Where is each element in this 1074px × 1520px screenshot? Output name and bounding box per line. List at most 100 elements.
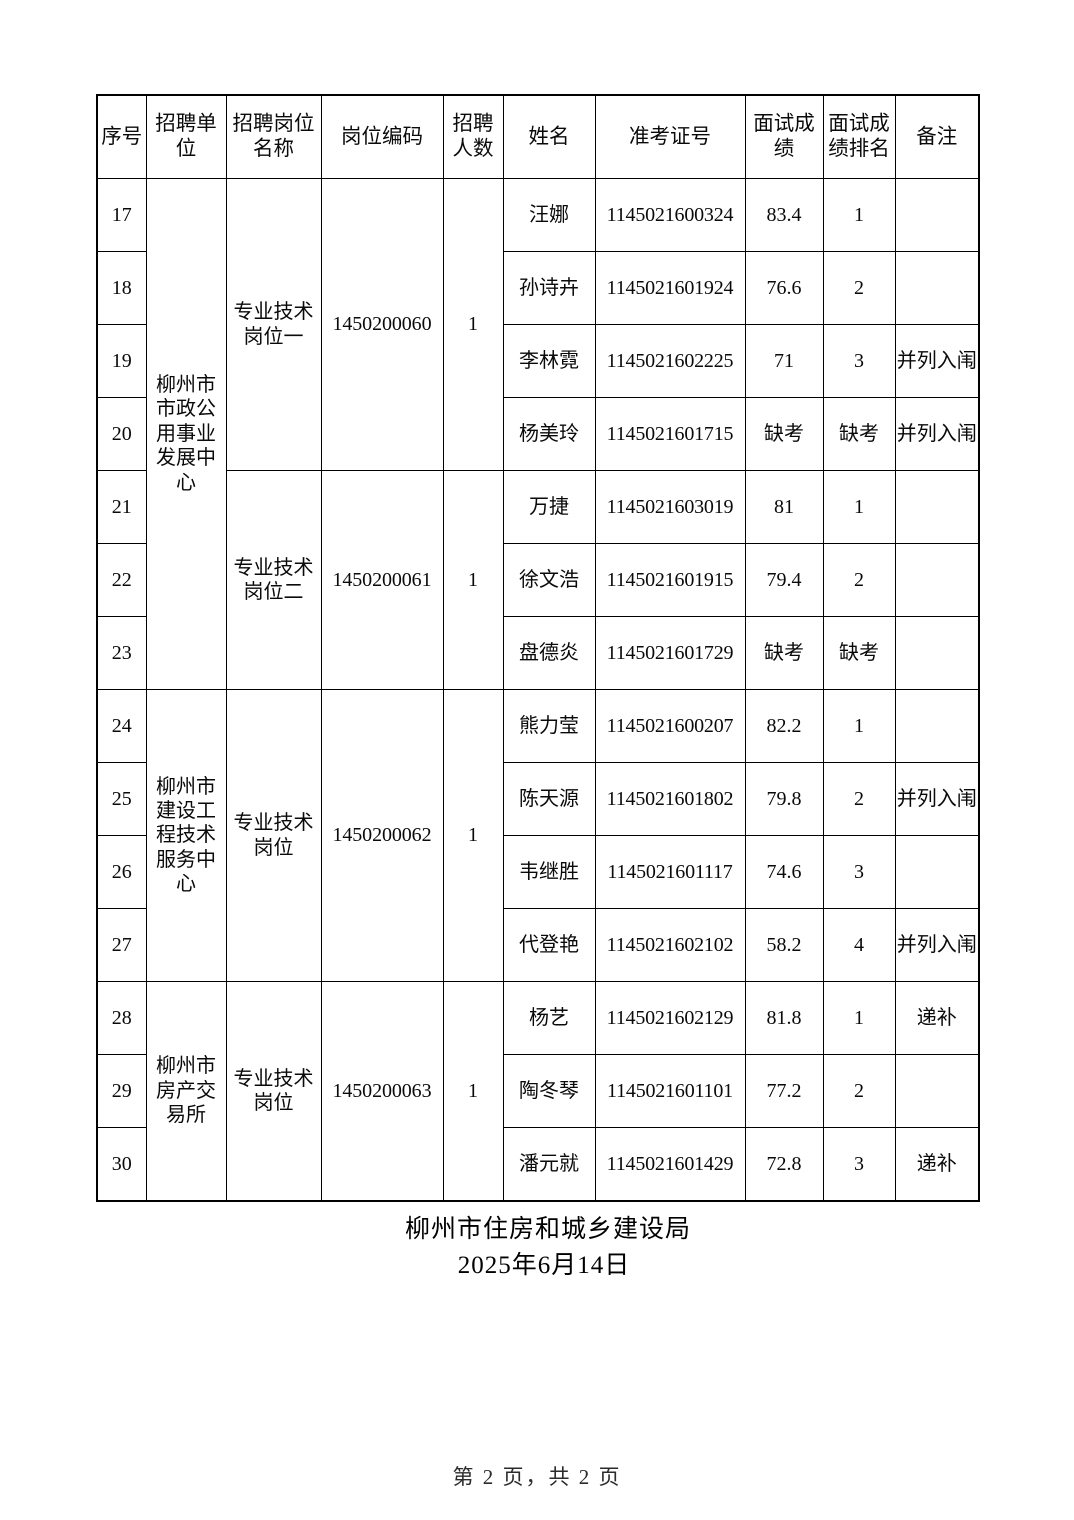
table-row: 22 徐文浩 1145021601915 79.4 2 [96,543,980,617]
cell-jobname: 专业技术岗位二 [225,470,322,690]
cell-unit: 柳州市市政公用事业发展中心 [145,178,227,690]
table-row: 17 柳州市市政公用事业发展中心 专业技术岗位一 1450200060 1 汪娜 11450… [96,178,980,690]
cell-seq: 17 [96,178,147,252]
table-row: 18 孙诗卉 1145021601924 76.6 2 [96,251,980,325]
column-header-jobcode: 岗位编码 [320,94,444,179]
cell-score: 71 [744,324,824,398]
cell-name: 杨美玲 [502,397,596,471]
cell-ticket: 1145021601117 [594,835,746,909]
cell-headcount: 1 [442,178,504,471]
cell-jobname: 专业技术岗位 [225,689,322,982]
cell-seq: 25 [96,762,147,836]
column-header-name: 姓名 [502,94,596,179]
cell-rank: 2 [822,251,896,325]
cell-rank: 3 [822,835,896,909]
cell-score: 76.6 [744,251,824,325]
table-row: 24 柳州市建设工程技术服务中心 专业技术岗位 1450200062 1 熊力莹 11450… [96,689,980,982]
cell-name: 杨艺 [502,981,596,1055]
cell-ticket: 1145021601429 [594,1127,746,1202]
cell-rank: 1 [822,470,896,544]
issuing-organization: 柳州市住房和城乡建设局 [404,1216,691,1243]
signature-block: 柳州市住房和城乡建设局 2025年6月14日 [0,1212,1074,1285]
cell-remark: 递补 [894,1127,980,1202]
table-header: 序号 招聘单位 招聘岗位名称 岗位编码 招聘人数 姓名 准考证号 面试成绩 面试… [96,94,980,179]
cell-remark: 并列入闱 [894,397,980,471]
cell-name: 陶冬琴 [502,1054,596,1128]
cell-remark: 并列入闱 [894,908,980,982]
cell-name: 韦继胜 [502,835,596,909]
cell-remark [894,543,980,617]
cell-name: 熊力莹 [502,689,596,763]
cell-jobname: 专业技术岗位 [225,981,322,1202]
cell-rank: 缺考 [822,397,896,471]
column-header-score: 面试成绩 [744,94,824,179]
cell-seq: 28 [96,981,147,1055]
cell-name: 李林霓 [502,324,596,398]
cell-remark: 递补 [894,981,980,1055]
cell-unit: 柳州市房产交易所 [145,981,227,1202]
column-header-rank: 面试成绩排名 [822,94,896,179]
cell-score: 缺考 [744,616,824,690]
header-row: 序号 招聘单位 招聘岗位名称 岗位编码 招聘人数 姓名 准考证号 面试成绩 面试… [96,94,980,179]
table-row: 28 柳州市房产交易所 专业技术岗位 1450200063 1 杨艺 11450216021… [96,981,980,1202]
table-row: 21 专业技术岗位二 1450200061 1 万捷 1145021603019 81 1 [96,470,980,690]
cell-name: 陈天源 [502,762,596,836]
cell-rank: 缺考 [822,616,896,690]
cell-score: 81 [744,470,824,544]
cell-jobcode: 1450200062 [320,689,444,982]
cell-ticket: 1145021601915 [594,543,746,617]
cell-ticket: 1145021601715 [594,397,746,471]
cell-score: 82.2 [744,689,824,763]
cell-headcount: 1 [442,689,504,982]
cell-remark [894,835,980,909]
cell-rank: 2 [822,543,896,617]
column-header-jobname: 招聘岗位名称 [225,94,322,179]
cell-rank: 2 [822,762,896,836]
issue-date: 2025年6月14日 [457,1252,631,1280]
cell-name: 孙诗卉 [502,251,596,325]
table-row: 27 代登艳 1145021602102 58.2 4 并列入闱 [96,908,980,982]
cell-name: 徐文浩 [502,543,596,617]
cell-rank: 1 [822,981,896,1055]
cell-remark [894,251,980,325]
cell-ticket: 1145021601924 [594,251,746,325]
table-row: 19 李林霓 1145021602225 71 3 并列入闱 [96,324,980,398]
cell-ticket: 1145021601101 [594,1054,746,1128]
cell-seq: 27 [96,908,147,982]
cell-rank: 2 [822,1054,896,1128]
cell-ticket: 1145021601729 [594,616,746,690]
cell-seq: 30 [96,1127,147,1202]
cell-seq: 23 [96,616,147,690]
column-header-seq: 序号 [96,94,147,179]
cell-headcount: 1 [442,981,504,1202]
cell-rank: 3 [822,324,896,398]
cell-name: 潘元就 [502,1127,596,1202]
cell-score: 81.8 [744,981,824,1055]
column-header-unit: 招聘单位 [145,94,227,179]
cell-seq: 20 [96,397,147,471]
cell-ticket: 1145021601802 [594,762,746,836]
cell-rank: 4 [822,908,896,982]
cell-remark [894,178,980,252]
cell-remark [894,470,980,544]
cell-score: 58.2 [744,908,824,982]
cell-seq: 21 [96,470,147,544]
table-row: 29 陶冬琴 1145021601101 77.2 2 [96,1054,980,1128]
column-header-ticket: 准考证号 [594,94,746,179]
cell-seq: 22 [96,543,147,617]
cell-ticket: 1145021602225 [594,324,746,398]
interview-results-table: 序号 招聘单位 招聘岗位名称 岗位编码 招聘人数 姓名 准考证号 面试成绩 面试… [96,94,980,1202]
cell-headcount: 1 [442,470,504,690]
page-number-footer: 第 2 页，共 2 页 [452,1465,622,1489]
cell-ticket: 1145021600324 [594,178,746,252]
cell-rank: 1 [822,689,896,763]
cell-remark [894,689,980,763]
cell-jobcode: 1450200063 [320,981,444,1202]
cell-name: 盘德炎 [502,616,596,690]
cell-remark [894,1054,980,1128]
column-header-remark: 备注 [894,94,980,179]
cell-ticket: 1145021600207 [594,689,746,763]
cell-seq: 19 [96,324,147,398]
cell-jobcode: 1450200061 [320,470,444,690]
